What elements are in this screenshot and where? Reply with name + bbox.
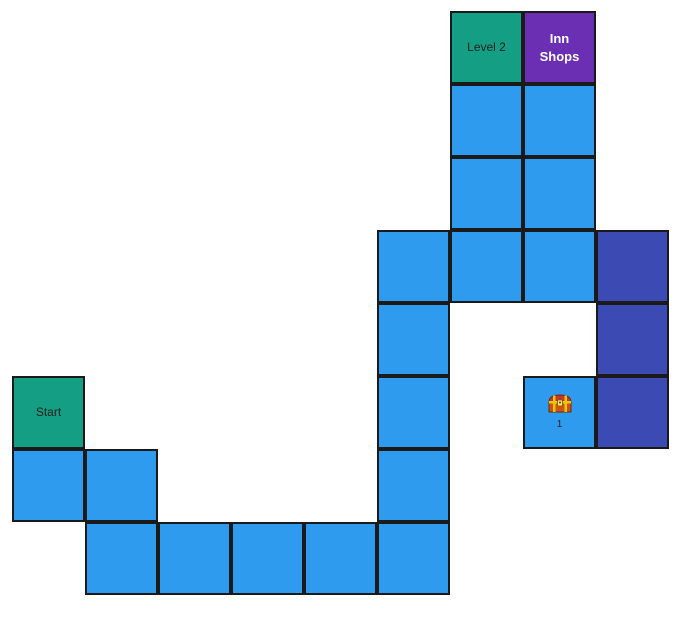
tile-label: Inn [549,30,570,46]
path-tile[interactable] [158,522,231,595]
path-tile[interactable] [523,84,596,157]
path-tile[interactable] [377,449,450,522]
tile-label: Shops [539,48,580,64]
start-tile[interactable]: Start [12,376,85,449]
path-tile[interactable] [85,449,158,522]
path-tile[interactable] [12,449,85,522]
dark-path-tile[interactable] [596,230,669,303]
path-tile[interactable] [523,230,596,303]
tile-label: Start [35,405,62,420]
path-tile[interactable] [377,376,450,449]
path-tile[interactable] [231,522,304,595]
chest-number: 1 [556,419,563,431]
path-tile[interactable] [377,303,450,376]
level-exit-tile[interactable]: Level 2 [450,11,523,84]
dark-path-tile[interactable] [596,303,669,376]
treasure-tile[interactable]: 1 [523,376,596,449]
path-tile[interactable] [450,230,523,303]
path-tile[interactable] [85,522,158,595]
treasure-chest-icon [547,394,572,413]
path-tile[interactable] [304,522,377,595]
town-tile[interactable]: Inn Shops [523,11,596,84]
path-tile[interactable] [450,157,523,230]
path-tile[interactable] [377,522,450,595]
path-tile[interactable] [523,157,596,230]
path-tile[interactable] [377,230,450,303]
tile-label: Level 2 [467,40,506,55]
dark-path-tile[interactable] [596,376,669,449]
path-tile[interactable] [450,84,523,157]
